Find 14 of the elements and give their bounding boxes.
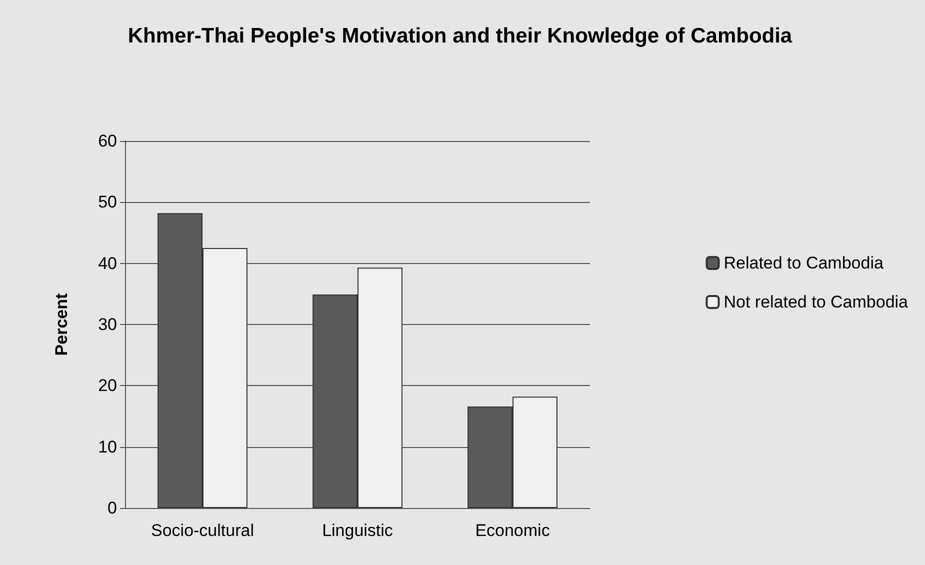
y-tick-label: 50 <box>98 192 117 212</box>
y-tick-label: 60 <box>98 132 117 150</box>
y-tick-label: 10 <box>98 437 117 456</box>
y-axis-title: Percent <box>52 292 71 356</box>
x-tick-label: Socio-cultural <box>151 521 254 540</box>
y-tick-label: 30 <box>98 315 117 334</box>
y-tick-label: 40 <box>98 254 117 273</box>
y-tick-label: 20 <box>98 376 117 396</box>
x-tick-label: Economic <box>475 521 550 540</box>
y-tick-label: 0 <box>108 498 117 518</box>
chart-title: Khmer-Thai People's Motivation and their Knowledge of Cambodia <box>128 24 792 48</box>
x-tick-label: Linguistic <box>322 521 394 540</box>
legend-label: Related to Cambodia <box>724 254 884 272</box>
legend-label: Not related to Cambodia <box>724 292 909 312</box>
